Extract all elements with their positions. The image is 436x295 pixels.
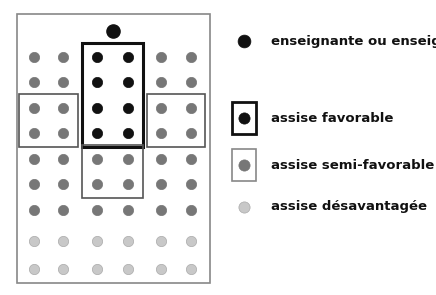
Point	[31, 106, 37, 110]
Point	[60, 80, 67, 85]
Point	[60, 55, 67, 59]
Point	[125, 182, 132, 187]
Point	[93, 156, 100, 161]
Point	[158, 207, 165, 212]
Point	[31, 131, 37, 136]
Point	[60, 239, 67, 243]
Text: assise désavantagée: assise désavantagée	[271, 200, 427, 213]
Point	[110, 29, 117, 34]
Point	[31, 156, 37, 161]
Point	[93, 239, 100, 243]
Point	[60, 207, 67, 212]
Point	[187, 182, 194, 187]
Point	[93, 55, 100, 59]
Bar	[19, 94, 78, 148]
Point	[158, 239, 165, 243]
Point	[125, 207, 132, 212]
Point	[125, 267, 132, 272]
Point	[60, 182, 67, 187]
Point	[241, 116, 248, 120]
Text: assise semi-favorable: assise semi-favorable	[271, 159, 435, 172]
Point	[31, 267, 37, 272]
Point	[158, 55, 165, 59]
Point	[187, 131, 194, 136]
Point	[125, 156, 132, 161]
Point	[31, 80, 37, 85]
Point	[93, 182, 100, 187]
Point	[93, 267, 100, 272]
Point	[187, 239, 194, 243]
Bar	[232, 149, 256, 181]
Point	[158, 80, 165, 85]
Point	[93, 106, 100, 110]
Point	[241, 39, 248, 44]
Point	[31, 182, 37, 187]
Point	[187, 55, 194, 59]
Point	[60, 267, 67, 272]
Point	[158, 267, 165, 272]
Bar	[82, 43, 143, 148]
Point	[241, 204, 248, 209]
Point	[31, 55, 37, 59]
Point	[158, 156, 165, 161]
Point	[125, 55, 132, 59]
Point	[125, 80, 132, 85]
Point	[60, 106, 67, 110]
Text: enseignante ou enseigna: enseignante ou enseigna	[271, 35, 436, 48]
Bar	[232, 102, 256, 134]
Point	[187, 106, 194, 110]
Text: assise favorable: assise favorable	[271, 112, 394, 124]
Point	[241, 163, 248, 168]
Bar	[82, 145, 143, 199]
Point	[125, 131, 132, 136]
Point	[187, 267, 194, 272]
Point	[158, 182, 165, 187]
Point	[60, 131, 67, 136]
Point	[187, 80, 194, 85]
Bar	[147, 94, 205, 148]
Point	[93, 80, 100, 85]
Point	[158, 106, 165, 110]
Point	[31, 239, 37, 243]
Point	[31, 207, 37, 212]
Point	[93, 131, 100, 136]
Point	[187, 156, 194, 161]
Point	[125, 106, 132, 110]
Point	[125, 239, 132, 243]
Point	[187, 207, 194, 212]
Point	[158, 131, 165, 136]
Point	[60, 156, 67, 161]
Point	[93, 207, 100, 212]
